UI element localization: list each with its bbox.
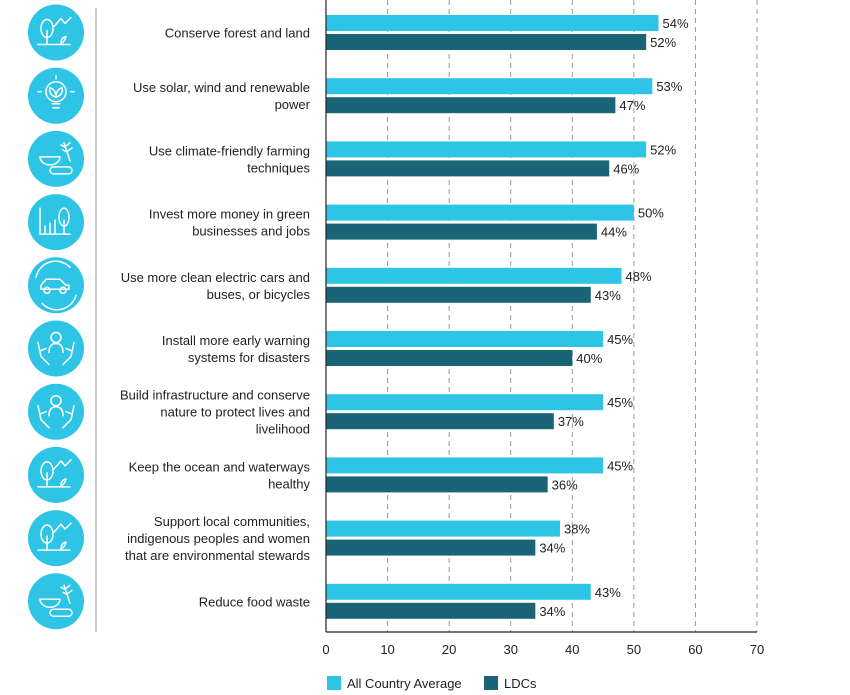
category-labels: Conserve forest and land Use solar, wind … <box>120 26 311 610</box>
bar-ldcs <box>326 286 591 303</box>
legend-label: All Country Average <box>347 676 462 691</box>
value-label: 45% <box>607 458 633 473</box>
value-label: 44% <box>601 225 627 240</box>
category-label: Install more early warning systems for di… <box>162 333 311 365</box>
bar-all-country-average <box>326 204 634 221</box>
grid-lines <box>325 0 758 632</box>
x-tick-label: 0 <box>322 642 329 657</box>
tree-landscape-icon <box>28 446 84 503</box>
x-tick-label: 40 <box>565 642 579 657</box>
x-tick-label: 60 <box>688 642 702 657</box>
value-labels: 54% 52% 53% 47% 52% 46% 50% 44% 48% 43% 45% 40% 45% 3… <box>539 16 689 619</box>
category-label: Support local communities, indigenous peo… <box>125 514 310 563</box>
x-tick-label: 70 <box>750 642 764 657</box>
value-label: 52% <box>650 35 676 50</box>
bar-ldcs <box>326 413 554 430</box>
bar-all-country-average <box>326 394 604 411</box>
value-label: 47% <box>619 98 645 113</box>
bar-all-country-average <box>326 141 647 158</box>
value-label: 48% <box>626 269 652 284</box>
x-tick-label: 20 <box>442 642 456 657</box>
bar-all-country-average <box>326 520 560 537</box>
legend-swatch <box>484 676 498 690</box>
legend: All Country Average LDCs <box>327 676 537 691</box>
bar-all-country-average <box>326 267 622 284</box>
category-label: Conserve forest and land <box>165 26 310 41</box>
bar-ldcs <box>326 160 610 177</box>
bar-ldcs <box>326 34 647 50</box>
bar-ldcs <box>326 476 548 493</box>
lightbulb-plant-icon <box>28 67 84 124</box>
value-label: 52% <box>650 142 676 157</box>
tree-landscape-icon <box>28 510 84 567</box>
bar-ldcs <box>326 223 597 240</box>
bar-all-country-average <box>326 457 604 474</box>
legend-swatch <box>327 676 341 690</box>
value-label: 38% <box>564 522 590 537</box>
value-label: 53% <box>656 79 682 94</box>
bar-all-country-average <box>326 583 591 600</box>
value-label: 54% <box>662 16 688 31</box>
value-label: 43% <box>595 585 621 600</box>
hands-person-icon <box>28 383 84 440</box>
food-bowl-wheat-icon <box>28 130 84 187</box>
category-label: Use solar, wind and renewable power <box>133 80 311 112</box>
x-tick-label: 10 <box>380 642 394 657</box>
value-label: 43% <box>595 288 621 303</box>
x-axis: 0 10 20 30 40 50 60 70 <box>322 0 764 657</box>
category-label: Build infrastructure and conserve nature … <box>120 388 310 437</box>
bar-ldcs <box>326 602 536 619</box>
value-label: 46% <box>613 161 639 176</box>
tree-landscape-icon <box>28 4 84 61</box>
food-bowl-wheat-icon <box>28 573 84 630</box>
bars <box>326 15 659 619</box>
category-label: Reduce food waste <box>199 594 310 609</box>
electric-car-icon <box>28 257 84 314</box>
icon-column <box>28 4 84 630</box>
category-label: Use climate-friendly farming techniques <box>149 143 311 175</box>
legend-label: LDCs <box>504 676 537 691</box>
value-label: 50% <box>638 206 664 221</box>
value-label: 36% <box>552 477 578 492</box>
value-label: 34% <box>539 541 565 556</box>
bar-ldcs <box>326 539 536 556</box>
category-label: Invest more money in green businesses and… <box>149 207 311 239</box>
bar-all-country-average <box>326 15 659 31</box>
value-label: 40% <box>576 351 602 366</box>
x-tick-label: 50 <box>627 642 641 657</box>
value-label: 34% <box>539 604 565 619</box>
hands-person-icon <box>28 320 84 377</box>
bar-ldcs <box>326 350 573 366</box>
bar-ldcs <box>326 97 616 114</box>
value-label: 37% <box>558 414 584 429</box>
x-tick-label: 30 <box>503 642 517 657</box>
bar-all-country-average <box>326 331 604 347</box>
value-label: 45% <box>607 395 633 410</box>
category-label: Keep the ocean and waterways healthy <box>129 459 311 491</box>
category-label: Use more clean electric cars and buses, o… <box>121 270 311 302</box>
growth-chart-tree-icon <box>28 194 84 251</box>
value-label: 45% <box>607 332 633 347</box>
bar-all-country-average <box>326 78 653 95</box>
